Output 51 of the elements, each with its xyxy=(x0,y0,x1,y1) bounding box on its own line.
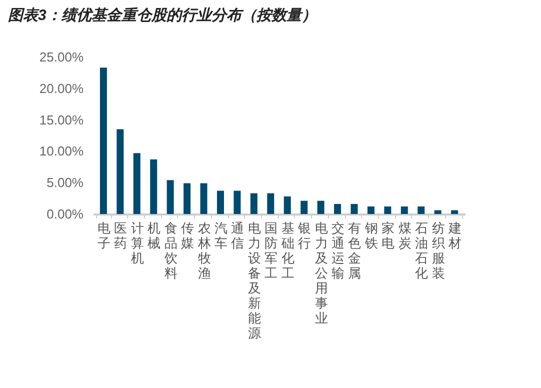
bar xyxy=(184,183,191,214)
bar xyxy=(400,206,408,214)
bar xyxy=(116,129,124,214)
x-tick-label: 电力及公用事业 xyxy=(314,220,328,326)
chart-title: 图表3：绩优基金重仓股的行业分布（按数量） xyxy=(8,7,316,24)
bar xyxy=(100,68,107,214)
x-tick-label: 食品饮料 xyxy=(163,220,178,280)
bar xyxy=(384,206,392,214)
x-tick-label: 石油石化 xyxy=(415,220,428,280)
y-tick-label: 0.00% xyxy=(46,206,84,222)
bar xyxy=(367,206,374,214)
bar xyxy=(434,210,442,214)
y-tick-label: 15.00% xyxy=(39,112,84,128)
y-tick-label: 10.00% xyxy=(39,144,84,159)
bar xyxy=(250,193,258,214)
x-tick-label: 医药 xyxy=(114,220,128,250)
bar xyxy=(267,193,274,214)
x-tick-label: 煤炭 xyxy=(398,220,412,250)
x-tick-label: 农林牧渔 xyxy=(196,220,211,280)
x-tick-label: 计算机 xyxy=(130,220,144,266)
bar xyxy=(166,180,174,214)
x-tick-label: 通信 xyxy=(231,220,244,250)
bar xyxy=(317,200,324,214)
bar xyxy=(234,190,241,214)
bar xyxy=(150,159,158,214)
bar xyxy=(216,190,224,214)
bar xyxy=(284,196,291,214)
x-tick-label: 基础化工 xyxy=(280,220,294,280)
x-tick-label: 有色金属 xyxy=(348,220,362,280)
y-tick-label: 20.00% xyxy=(39,80,84,96)
y-tick-label: 25.00% xyxy=(39,50,84,64)
x-tick-label: 钢铁 xyxy=(364,220,378,250)
x-tick-label: 机械 xyxy=(148,220,161,250)
bar xyxy=(300,200,308,214)
x-tick-label: 银行 xyxy=(297,220,312,250)
x-tick-label: 建材 xyxy=(448,220,462,250)
bar xyxy=(350,204,358,214)
x-tick-label: 家电 xyxy=(382,220,395,250)
x-tick-label: 国防军工 xyxy=(264,220,278,280)
bar xyxy=(133,153,140,214)
y-tick-label: 5.00% xyxy=(46,175,84,190)
x-tick-label: 纺织服装 xyxy=(432,220,445,280)
bar xyxy=(451,210,458,214)
x-tick-label: 汽车 xyxy=(214,220,228,250)
x-tick-label: 传媒 xyxy=(181,220,194,250)
bar xyxy=(418,206,425,214)
x-tick-label: 电力设备及新能源 xyxy=(248,220,261,340)
x-tick-label: 电子 xyxy=(97,220,110,250)
x-tick-label: 交通运输 xyxy=(332,220,345,280)
bar xyxy=(200,183,208,214)
bar xyxy=(334,204,342,214)
